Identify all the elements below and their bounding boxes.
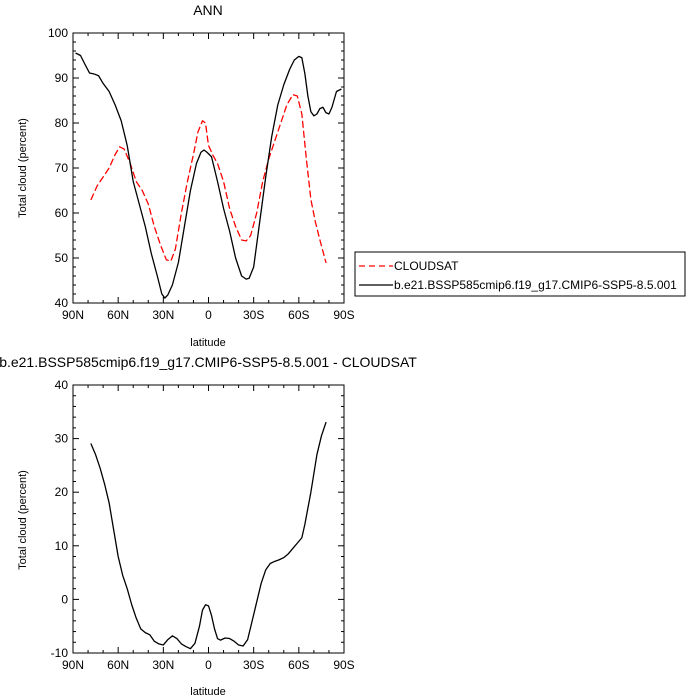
bottom-x-axis-label: latitude [190, 686, 225, 698]
top-y-axis-label: Total cloud (percent) [17, 118, 29, 218]
bottom-y-tick-label: 10 [55, 539, 69, 553]
top-x-tick-label: 30N [152, 308, 174, 322]
bottom-x-tick-label: 0 [205, 658, 212, 672]
top-plot-frame [72, 32, 345, 304]
top-x-axis-label: latitude [190, 337, 225, 349]
bottom-y-tick-label: 30 [55, 432, 69, 446]
legend-box [354, 251, 686, 297]
bottom-panel: b.e21.BSSP585cmip6.f19_g17.CMIP6-SSP5-8.… [0, 354, 417, 698]
top-y-tick-label: 50 [55, 251, 69, 265]
legend: CLOUDSAT b.e21.BSSP585cmip6.f19_g17.CMIP… [354, 251, 686, 297]
top-panel: ANN Total cloud (percent) latitude 90N 60… [17, 2, 355, 349]
bottom-x-tick-label: 30S [243, 658, 264, 672]
legend-label-cloudsat: CLOUDSAT [394, 259, 459, 273]
top-y-tick-label: 40 [55, 296, 69, 310]
legend-label-model: b.e21.BSSP585cmip6.f19_g17.CMIP6-SSP5-8.… [394, 278, 677, 292]
top-x-tick-label: 60S [288, 308, 309, 322]
bottom-axis-ticks: 90N 60N 30N 0 30S 60S 90S -10 0 10 20 30 40 [51, 378, 355, 672]
top-series-line-model [75, 52, 342, 299]
top-x-tick-label: 30S [243, 308, 264, 322]
bottom-y-axis-label: Total cloud (percent) [17, 470, 29, 570]
bottom-x-tick-label: 90S [333, 658, 354, 672]
bottom-series-lines [90, 421, 327, 650]
bottom-x-tick-label: 30N [152, 658, 174, 672]
bottom-chart-title: b.e21.BSSP585cmip6.f19_g17.CMIP6-SSP5-8.… [0, 354, 417, 370]
top-series-line-cloudsat [90, 94, 327, 264]
top-x-tick-label: 60N [107, 308, 129, 322]
top-y-tick-label: 80 [55, 116, 69, 130]
top-y-tick-label: 90 [55, 71, 69, 85]
top-y-tick-label: 70 [55, 161, 69, 175]
top-series-lines [75, 52, 342, 299]
bottom-x-tick-label: 90N [62, 658, 84, 672]
bottom-y-tick-label: 40 [55, 378, 69, 392]
top-chart-title: ANN [193, 2, 223, 18]
bottom-y-tick-label: 0 [61, 592, 68, 606]
bottom-series-line-difference [90, 421, 327, 650]
bottom-y-tick-label: 20 [55, 485, 69, 499]
top-x-tick-label: 90S [333, 308, 354, 322]
bottom-x-tick-label: 60N [107, 658, 129, 672]
top-y-tick-label: 100 [48, 26, 68, 40]
bottom-x-tick-label: 60S [288, 658, 309, 672]
bottom-plot-frame [72, 384, 345, 654]
top-x-tick-label: 0 [205, 308, 212, 322]
top-y-tick-label: 60 [55, 206, 69, 220]
bottom-y-tick-label: -10 [51, 646, 69, 660]
top-x-tick-label: 90N [62, 308, 84, 322]
